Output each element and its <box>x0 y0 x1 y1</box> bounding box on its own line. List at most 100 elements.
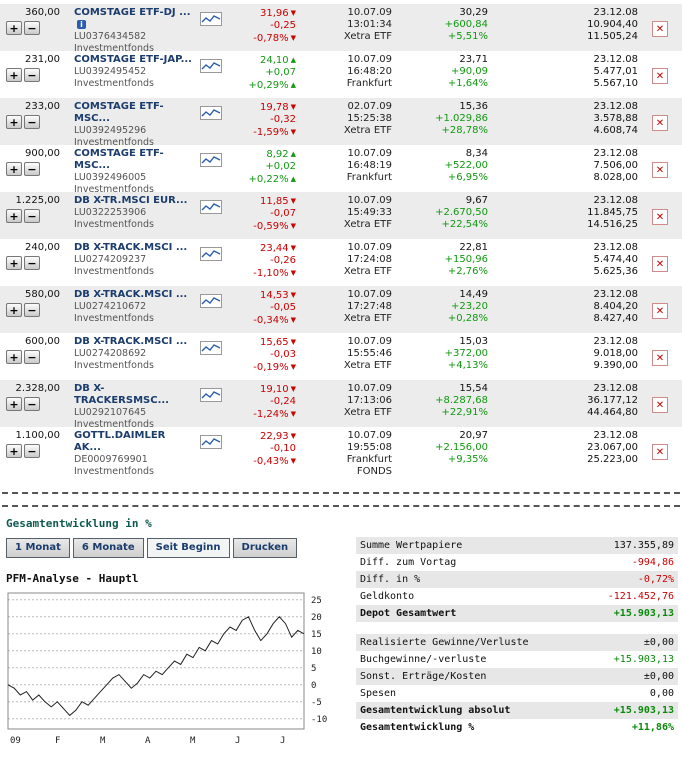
performance-section: Gesamtentwicklung in % 1 Monat 6 Monate … <box>4 507 348 747</box>
instrument-cell: DB X-TRACK.MSCI ...i LU0274209237 Invest… <box>64 242 194 278</box>
increase-button[interactable]: + <box>6 115 22 129</box>
instrument-cell: DB X-TRACK.MSCI ...i LU0274208692 Invest… <box>64 336 194 372</box>
purchase-price: 30,29 <box>459 7 488 18</box>
decrease-button[interactable]: − <box>24 397 40 411</box>
instrument-category: Investmentfonds <box>74 184 154 195</box>
decrease-button[interactable]: − <box>24 115 40 129</box>
price-change-pct: -1,10% <box>253 268 289 279</box>
delete-button[interactable]: ✕ <box>652 350 668 366</box>
price-cell: 19,10 ▼ -0,24 -1,24% ▼ <box>228 383 296 421</box>
purchase-date: 23.12.08 <box>593 289 638 300</box>
instrument-name[interactable]: COMSTAGE ETF-JAP... <box>74 54 192 65</box>
instrument-name[interactable]: DB X-TRACKERSMSC... <box>74 383 169 406</box>
info-icon[interactable]: i <box>77 20 86 29</box>
increase-button[interactable]: + <box>6 162 22 176</box>
delete-button[interactable]: ✕ <box>652 256 668 272</box>
price-arrow-icon: ▲ <box>290 175 296 183</box>
table-row: 900,00 + − COMSTAGE ETF-MSC...i LU039249… <box>0 145 682 195</box>
delete-button[interactable]: ✕ <box>652 397 668 413</box>
table-row: 600,00 + − DB X-TRACK.MSCI ...i LU027420… <box>0 333 682 380</box>
quote-date: 10.07.09 <box>347 195 392 206</box>
delete-button[interactable]: ✕ <box>652 115 668 131</box>
tab-since-start[interactable]: Seit Beginn <box>146 538 230 558</box>
sparkline-chart-icon[interactable] <box>200 106 222 120</box>
dashed-separator <box>2 492 680 494</box>
value-cell: 23.12.08 5.474,40 5.625,36 <box>488 242 638 278</box>
price-cell: 22,93 ▼ -0,10 -0,43% ▼ <box>228 430 296 468</box>
current-value: 5.625,36 <box>593 266 638 277</box>
x-axis-label: A <box>145 736 151 746</box>
increase-button[interactable]: + <box>6 256 22 270</box>
gain-absolute: +150,96 <box>444 254 488 265</box>
summary-label: Depot Gesamtwert <box>359 608 457 619</box>
sparkline-chart-icon[interactable] <box>200 59 222 73</box>
decrease-button[interactable]: − <box>24 21 40 35</box>
sparkline-chart-icon[interactable] <box>200 153 222 167</box>
exchange: Xetra ETF <box>343 360 392 371</box>
instrument-name[interactable]: DB X-TRACK.MSCI ... <box>74 289 188 300</box>
quantity: 900,00 <box>25 148 60 159</box>
purchase-date: 23.12.08 <box>593 195 638 206</box>
summary-value: +15.903,13 <box>613 654 674 665</box>
delete-button[interactable]: ✕ <box>652 444 668 460</box>
increase-button[interactable]: + <box>6 209 22 223</box>
decrease-button[interactable]: − <box>24 68 40 82</box>
decrease-button[interactable]: − <box>24 303 40 317</box>
summary-row: Buchgewinne/-verluste +15.903,13 <box>356 651 678 668</box>
instrument-name[interactable]: DB X-TR.MSCI EUR... <box>74 195 188 206</box>
decrease-button[interactable]: − <box>24 209 40 223</box>
instrument-name[interactable]: COMSTAGE ETF-MSC... <box>74 101 164 124</box>
price-change: -0,07 <box>270 208 296 219</box>
increase-button[interactable]: + <box>6 68 22 82</box>
sparkline-chart-icon[interactable] <box>200 388 222 402</box>
chart-icon-cell <box>194 383 228 402</box>
increase-button[interactable]: + <box>6 397 22 411</box>
current-value: 8.028,00 <box>593 172 638 183</box>
table-row: 1.100,00 + − GOTTL.DAIMLER AK...i DE0009… <box>0 427 682 477</box>
summary-label: Buchgewinne/-verluste <box>359 654 487 665</box>
delete-button[interactable]: ✕ <box>652 303 668 319</box>
decrease-button[interactable]: − <box>24 162 40 176</box>
tab-1-month[interactable]: 1 Monat <box>6 538 70 558</box>
increase-button[interactable]: + <box>6 350 22 364</box>
quote-date: 10.07.09 <box>347 242 392 253</box>
decrease-button[interactable]: − <box>24 444 40 458</box>
decrease-button[interactable]: − <box>24 350 40 364</box>
instrument-name[interactable]: COMSTAGE ETF-DJ ... <box>74 7 191 18</box>
delete-cell: ✕ <box>638 101 672 145</box>
instrument-isin: LU0274209237 <box>74 254 147 265</box>
sparkline-chart-icon[interactable] <box>200 247 222 261</box>
sparkline-chart-icon[interactable] <box>200 294 222 308</box>
increase-button[interactable]: + <box>6 303 22 317</box>
table-row: 580,00 + − DB X-TRACK.MSCI ...i LU027421… <box>0 286 682 333</box>
sparkline-chart-icon[interactable] <box>200 12 222 26</box>
instrument-name[interactable]: GOTTL.DAIMLER AK... <box>74 430 166 453</box>
instrument-isin: LU0392496005 <box>74 172 147 183</box>
tab-print[interactable]: Drucken <box>232 538 298 558</box>
dashed-separator <box>2 505 680 507</box>
purchase-price: 15,36 <box>459 101 488 112</box>
decrease-button[interactable]: − <box>24 256 40 270</box>
instrument-category: Investmentfonds <box>74 78 154 89</box>
tab-6-months[interactable]: 6 Monate <box>72 538 144 558</box>
chart-icon-cell <box>194 336 228 355</box>
increase-button[interactable]: + <box>6 444 22 458</box>
exchange: Xetra ETF <box>343 407 392 418</box>
delete-button[interactable]: ✕ <box>652 162 668 178</box>
increase-button[interactable]: + <box>6 21 22 35</box>
delete-button[interactable]: ✕ <box>652 209 668 225</box>
price-arrow-icon: ▼ <box>290 410 296 418</box>
instrument-name[interactable]: DB X-TRACK.MSCI ... <box>74 336 188 347</box>
instrument-cell: DB X-TRACK.MSCI ...i LU0274210672 Invest… <box>64 289 194 325</box>
plot-border <box>7 592 305 730</box>
instrument-name[interactable]: DB X-TRACK.MSCI ... <box>74 242 188 253</box>
sparkline-chart-icon[interactable] <box>200 341 222 355</box>
instrument-name[interactable]: COMSTAGE ETF-MSC... <box>74 148 164 171</box>
exchange-2: FONDS <box>356 466 392 477</box>
sparkline-chart-icon[interactable] <box>200 435 222 449</box>
sparkline-chart-icon[interactable] <box>200 200 222 214</box>
delete-button[interactable]: ✕ <box>652 21 668 37</box>
delete-button[interactable]: ✕ <box>652 68 668 84</box>
y-tick-label: 5 <box>311 664 316 674</box>
price-change-pct: +0,22% <box>248 174 289 185</box>
